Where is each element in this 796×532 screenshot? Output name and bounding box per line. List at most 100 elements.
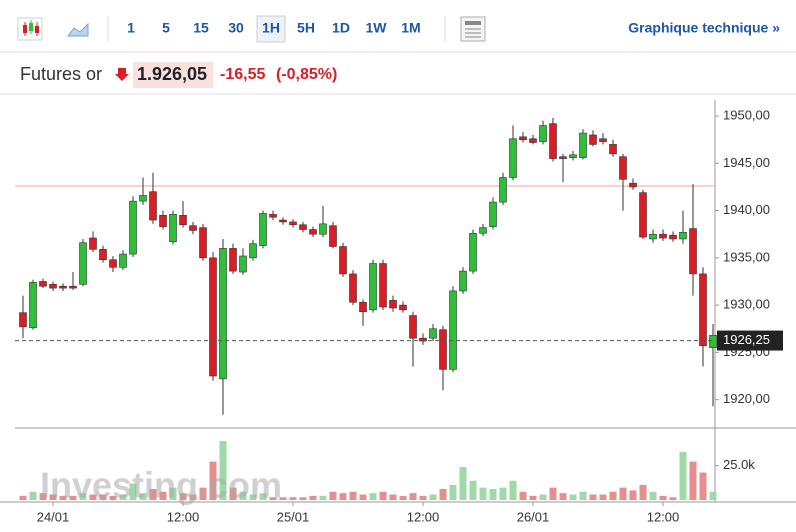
volume-bar [439, 489, 447, 500]
y-tick-label: 1945,00 [723, 155, 770, 170]
candle-body [199, 227, 207, 259]
volume-bar [489, 489, 497, 500]
candle-body [659, 233, 667, 239]
volume-bar [89, 494, 97, 500]
volume-bar [659, 495, 667, 500]
candle-body [49, 284, 57, 289]
candle-body [159, 215, 167, 227]
y-tick-label: 1930,00 [723, 297, 770, 312]
volume-bar [289, 497, 297, 500]
candle-body [179, 215, 187, 226]
volume-bar [499, 487, 507, 500]
x-tick-label: 12:00 [407, 509, 440, 524]
volume-bar [129, 483, 137, 500]
watermark: Investing.com [40, 465, 282, 506]
volume-bar [229, 487, 237, 500]
volume-bar [19, 495, 27, 500]
volume-bar [529, 495, 537, 500]
candle-body [519, 136, 527, 141]
technical-link[interactable]: Graphique technique » [628, 20, 780, 36]
interval-button[interactable]: 1H [262, 20, 280, 36]
candle-body [609, 144, 617, 155]
area-icon[interactable] [67, 22, 89, 37]
volume-bar [599, 494, 607, 500]
candle-body [689, 228, 697, 275]
candle-body [539, 125, 547, 142]
volume-bar [49, 494, 57, 500]
volume-bar [609, 491, 617, 500]
volume-bar [279, 497, 287, 500]
candle-body [449, 290, 457, 370]
volume-bar [589, 494, 597, 500]
active-interval-bg [256, 15, 286, 43]
candle-body [189, 225, 197, 231]
interval-button[interactable]: 5 [162, 20, 170, 36]
interval-button[interactable]: 15 [193, 20, 209, 36]
candle-body [479, 227, 487, 234]
candle-body [249, 243, 257, 259]
y-tick-label: 1950,00 [723, 108, 770, 123]
down-arrow [115, 68, 129, 81]
volume-bar [29, 491, 37, 500]
volume-bar [299, 497, 307, 500]
volume-bar [349, 491, 357, 500]
candle-body [569, 154, 577, 158]
volume-bar [239, 491, 247, 500]
change-pct: (-0,85%) [276, 66, 337, 83]
candle-body [579, 132, 587, 158]
candle-body [559, 156, 567, 159]
candle-body [529, 138, 537, 143]
interval-button[interactable]: 1W [366, 20, 388, 36]
y-tick-label: 1920,00 [723, 391, 770, 406]
y-tick-label: 1940,00 [723, 202, 770, 217]
volume-bar [389, 494, 397, 500]
candle-body [469, 232, 477, 272]
volume-bar [579, 491, 587, 500]
interval-button[interactable]: 1M [401, 20, 420, 36]
volume-bar [199, 487, 207, 500]
volume-bar [409, 493, 417, 500]
volume-bar [699, 472, 707, 500]
candle-body [39, 281, 47, 287]
candle-body [339, 246, 347, 275]
settings-icon[interactable] [460, 16, 486, 42]
volume-bar [509, 480, 517, 500]
candle-body [169, 214, 177, 243]
volume-bar [679, 451, 687, 500]
volume-bar [369, 493, 377, 500]
candle-body [489, 201, 497, 227]
candle-body [509, 138, 517, 178]
x-tick-label: 26/01 [517, 509, 550, 524]
candle-icon[interactable] [17, 17, 43, 41]
candle-body [349, 273, 357, 303]
candle-body [239, 255, 247, 273]
last-price-label: 1926,25 [723, 332, 770, 347]
candle-body [499, 177, 507, 203]
instrument-name: Futures or [20, 64, 102, 84]
price-bg [133, 62, 213, 88]
last-price-box [717, 330, 783, 351]
x-tick-label: 25/01 [277, 509, 310, 524]
volume-bar [319, 495, 327, 500]
interval-button[interactable]: 30 [228, 20, 244, 36]
volume-bar [459, 467, 467, 500]
volume-bar [79, 493, 87, 500]
candle-body [149, 191, 157, 221]
interval-button[interactable]: 5H [297, 20, 315, 36]
y-tick-label: 1935,00 [723, 249, 770, 264]
interval-button[interactable]: 1D [332, 20, 350, 36]
candle-body [299, 224, 307, 230]
candle-body [369, 263, 377, 311]
volume-bar [69, 495, 77, 500]
volume-bar [329, 491, 337, 500]
interval-button[interactable]: 1 [127, 20, 135, 36]
x-tick-label: 12:00 [167, 509, 200, 524]
candle-body [139, 195, 147, 202]
volume-bar [119, 494, 127, 500]
volume-bar [419, 495, 427, 500]
candle-body [699, 273, 707, 347]
x-tick-label: 12:00 [647, 509, 680, 524]
volume-bar [639, 484, 647, 500]
volume-bar [339, 493, 347, 500]
